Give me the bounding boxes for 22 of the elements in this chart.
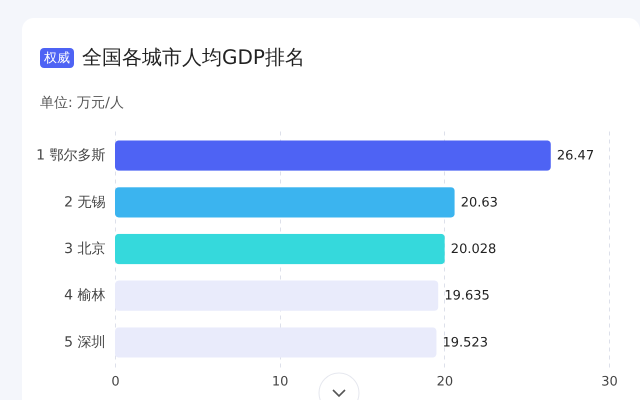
y-tick-label: 4 榆林 <box>64 288 106 304</box>
text: 权威 <box>40 48 74 68</box>
y-tick-label: 3 北京 <box>64 241 106 257</box>
data-label: 20.028 <box>450 242 496 257</box>
data-label: 19.523 <box>442 335 488 350</box>
chart-subtitle: 单位: 万元/人 <box>40 94 124 112</box>
bar <box>115 280 438 311</box>
x-tick-label: 10 <box>272 374 288 390</box>
data-label: 19.635 <box>444 288 490 304</box>
chart-title: 全国各城市人均GDP排名 <box>82 44 305 71</box>
data-label: 20.63 <box>460 195 498 210</box>
y-tick-label: 1 鄂尔多斯 <box>36 148 106 164</box>
bar <box>115 234 445 264</box>
bar <box>115 327 436 358</box>
bar <box>115 187 455 218</box>
x-tick-label: 30 <box>601 374 618 390</box>
x-tick-label: 20 <box>436 374 454 390</box>
data-label: 26.47 <box>556 148 594 164</box>
y-tick-label: 2 无锡 <box>64 194 106 210</box>
y-tick-label: 5 深圳 <box>64 334 106 350</box>
bar <box>115 140 551 171</box>
x-tick-label: 0 <box>111 374 120 390</box>
